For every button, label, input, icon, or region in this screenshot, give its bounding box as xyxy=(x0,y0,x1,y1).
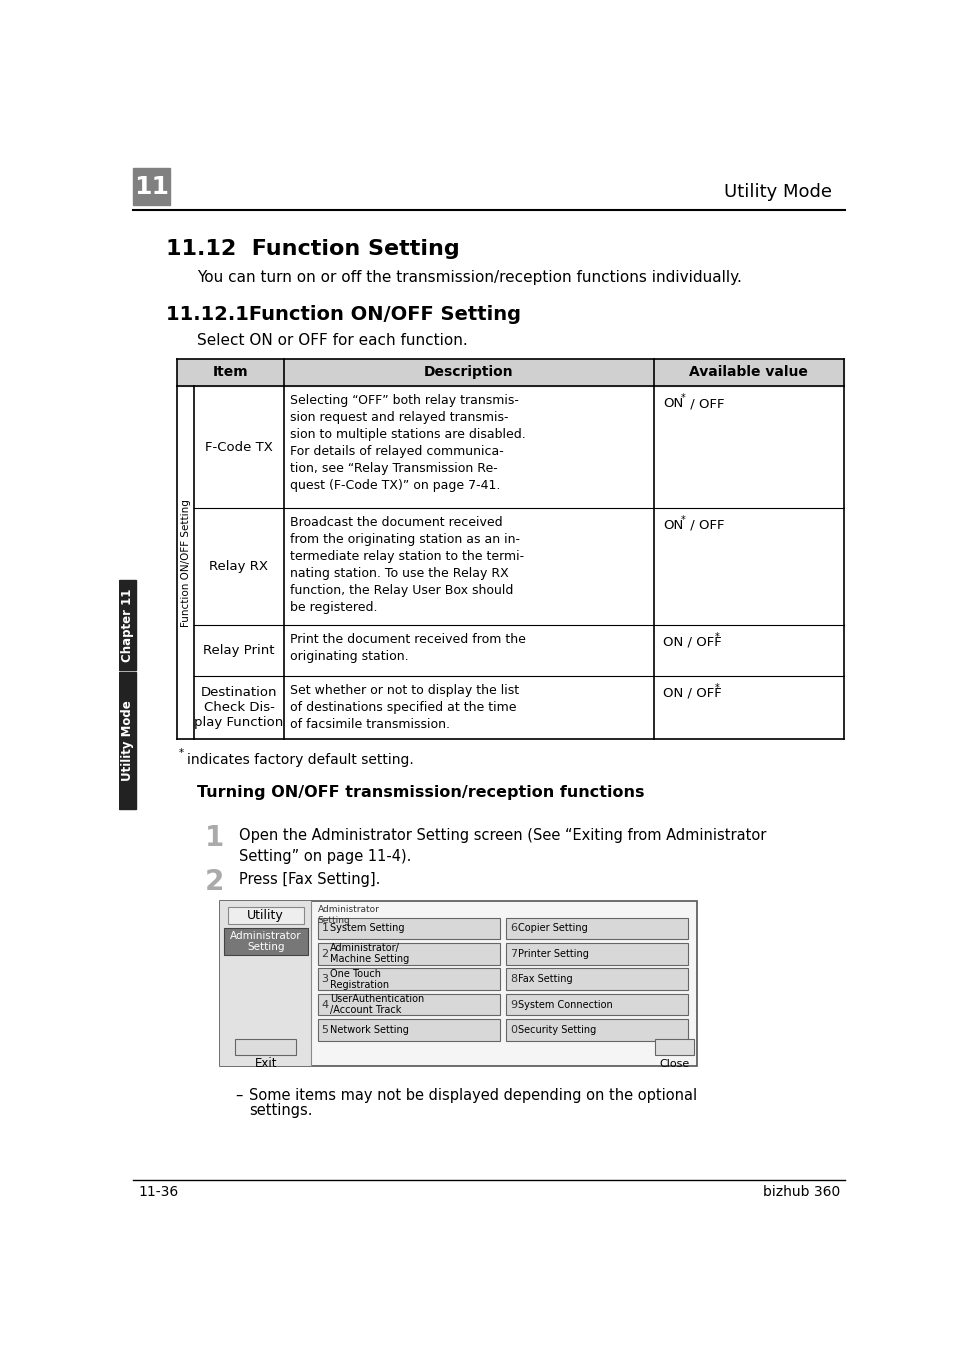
Bar xyxy=(133,169,171,206)
Text: Selecting “OFF” both relay transmis-
sion request and relayed transmis-
sion to : Selecting “OFF” both relay transmis- sio… xyxy=(290,393,525,492)
Text: Function ON/OFF Setting: Function ON/OFF Setting xyxy=(181,499,191,626)
Bar xyxy=(119,580,136,671)
Text: Some items may not be displayed depending on the optional: Some items may not be displayed dependin… xyxy=(249,1088,697,1103)
Text: 4: 4 xyxy=(321,999,328,1010)
Text: Close: Close xyxy=(659,1059,689,1069)
Text: –: – xyxy=(235,1088,243,1103)
Text: One Touch
Registration: One Touch Registration xyxy=(330,969,389,990)
Bar xyxy=(317,994,499,1015)
Text: Open the Administrator Setting screen (See “Exiting from Administrator
Setting” : Open the Administrator Setting screen (S… xyxy=(239,827,766,864)
Text: Relay Print: Relay Print xyxy=(203,644,274,657)
Text: Copier Setting: Copier Setting xyxy=(517,923,587,933)
Text: / OFF: / OFF xyxy=(685,397,723,410)
Text: Administrator
Setting: Administrator Setting xyxy=(230,930,301,952)
Bar xyxy=(317,918,499,940)
Text: Utility Mode: Utility Mode xyxy=(723,183,831,200)
Text: Set whether or not to display the list
of destinations specified at the time
of : Set whether or not to display the list o… xyxy=(290,684,518,730)
Text: ON: ON xyxy=(662,519,683,531)
Text: System Connection: System Connection xyxy=(517,999,613,1010)
Text: System Setting: System Setting xyxy=(330,923,404,933)
Text: *: * xyxy=(680,393,685,403)
Text: 7: 7 xyxy=(509,949,517,959)
Text: 11.12.1Function ON/OFF Setting: 11.12.1Function ON/OFF Setting xyxy=(166,304,520,323)
Text: 9: 9 xyxy=(509,999,517,1010)
Text: Select ON or OFF for each function.: Select ON or OFF for each function. xyxy=(196,333,467,349)
Text: *: * xyxy=(715,631,720,642)
Text: Utility Mode: Utility Mode xyxy=(121,700,134,781)
Text: *: * xyxy=(715,683,720,692)
Bar xyxy=(235,1038,295,1056)
Text: settings.: settings. xyxy=(249,1103,313,1118)
Bar xyxy=(505,944,687,964)
Text: Destination
Check Dis-
play Function: Destination Check Dis- play Function xyxy=(194,685,283,729)
Text: UserAuthentication
/Account Track: UserAuthentication /Account Track xyxy=(330,994,424,1015)
Text: 11.12  Function Setting: 11.12 Function Setting xyxy=(166,239,459,260)
Text: Fax Setting: Fax Setting xyxy=(517,975,573,984)
Text: 2: 2 xyxy=(204,868,224,896)
Bar xyxy=(228,907,303,923)
Text: 3: 3 xyxy=(321,975,328,984)
Text: ON / OFF: ON / OFF xyxy=(662,687,721,699)
Text: *: * xyxy=(179,748,184,758)
Text: 6: 6 xyxy=(509,923,517,933)
Text: / OFF: / OFF xyxy=(685,519,723,531)
Bar xyxy=(505,994,687,1015)
Text: ON / OFF: ON / OFF xyxy=(662,635,721,649)
Bar xyxy=(317,968,499,990)
Text: Description: Description xyxy=(423,365,513,380)
Text: Chapter 11: Chapter 11 xyxy=(121,588,134,661)
Text: 11: 11 xyxy=(134,174,169,199)
Text: 11-36: 11-36 xyxy=(138,1186,178,1199)
Text: Network Setting: Network Setting xyxy=(330,1025,409,1036)
Bar xyxy=(220,900,696,1067)
Bar xyxy=(220,900,311,1067)
Text: Print the document received from the
originating station.: Print the document received from the ori… xyxy=(290,633,525,662)
Text: Exit: Exit xyxy=(254,1057,276,1071)
Text: Available value: Available value xyxy=(689,365,807,380)
Text: Press [Fax Setting].: Press [Fax Setting]. xyxy=(239,872,380,887)
Text: 8: 8 xyxy=(509,975,517,984)
Text: Utility: Utility xyxy=(247,909,284,922)
Bar xyxy=(119,672,136,808)
Text: bizhub 360: bizhub 360 xyxy=(762,1186,840,1199)
Bar xyxy=(505,918,687,940)
Bar xyxy=(317,1019,499,1041)
Text: You can turn on or off the transmission/reception functions individually.: You can turn on or off the transmission/… xyxy=(196,270,740,285)
Bar xyxy=(505,1019,687,1041)
Bar xyxy=(224,929,307,955)
Text: ON: ON xyxy=(662,397,683,410)
Text: Administrator
Setting: Administrator Setting xyxy=(317,906,379,925)
Text: Broadcast the document received
from the originating station as an in-
termediat: Broadcast the document received from the… xyxy=(290,515,523,614)
Text: Item: Item xyxy=(213,365,248,380)
Text: 0: 0 xyxy=(509,1025,517,1036)
Text: 1: 1 xyxy=(321,923,328,933)
Bar xyxy=(317,944,499,964)
Bar xyxy=(505,968,687,990)
Bar xyxy=(654,1038,693,1056)
Text: 2: 2 xyxy=(321,949,328,959)
Text: Printer Setting: Printer Setting xyxy=(517,949,589,959)
Text: indicates factory default setting.: indicates factory default setting. xyxy=(187,753,413,767)
Text: F-Code TX: F-Code TX xyxy=(205,441,273,454)
Text: Security Setting: Security Setting xyxy=(517,1025,596,1036)
Text: Relay RX: Relay RX xyxy=(210,560,268,573)
Text: 5: 5 xyxy=(321,1025,328,1036)
Text: Turning ON/OFF transmission/reception functions: Turning ON/OFF transmission/reception fu… xyxy=(196,786,643,800)
Text: *: * xyxy=(680,515,685,525)
Text: 1: 1 xyxy=(204,823,224,852)
Text: Administrator/
Machine Setting: Administrator/ Machine Setting xyxy=(330,944,409,964)
Bar xyxy=(177,358,843,387)
